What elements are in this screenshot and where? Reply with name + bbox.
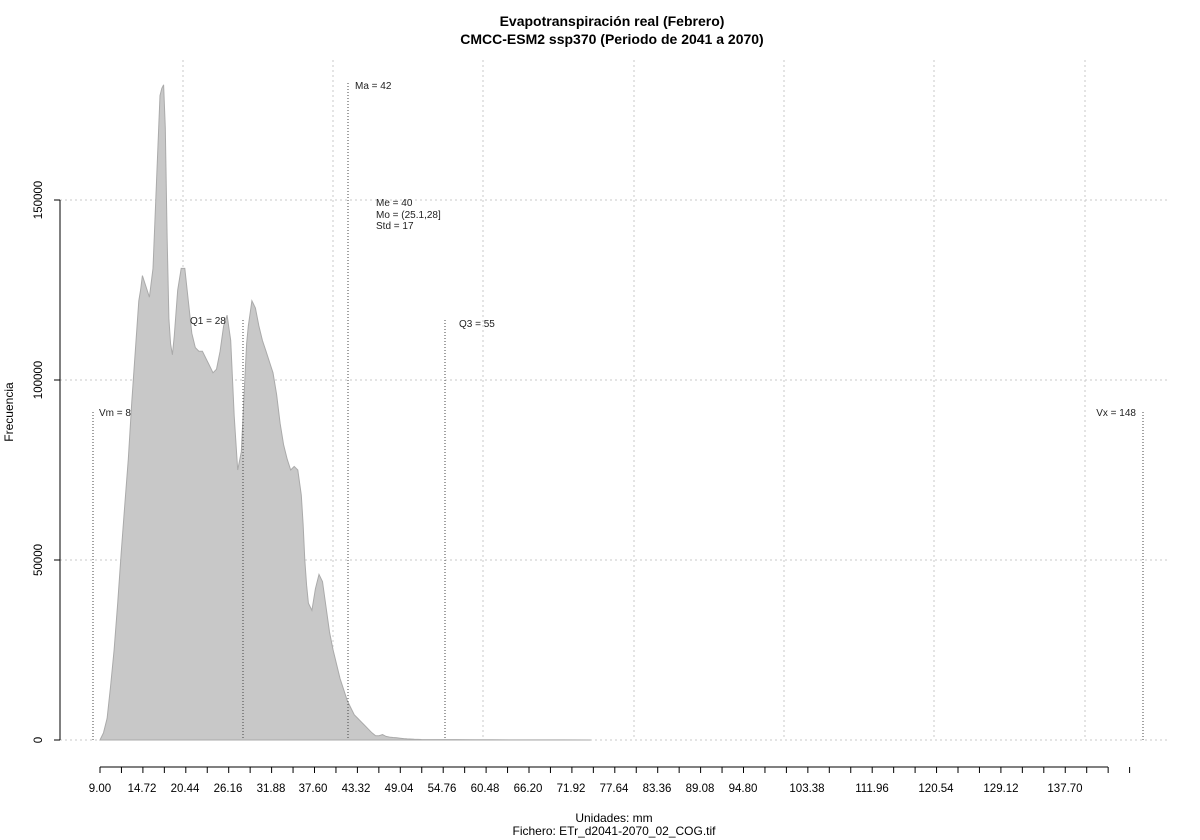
annotation-ma: Ma = 42 — [355, 81, 392, 92]
x-tick-label: 89.08 — [686, 783, 715, 795]
annotation-vm: Vm = 8 — [99, 408, 131, 419]
x-tick-label: 31.88 — [257, 783, 286, 795]
x-axis-label: Unidades: mm — [575, 811, 652, 825]
y-tick-label: 0 — [33, 737, 45, 743]
x-tick-label: 137.70 — [1047, 783, 1082, 795]
x-tick-label: 14.72 — [128, 783, 157, 795]
y-tick-label: 150000 — [33, 181, 45, 219]
y-tick-label: 100000 — [33, 361, 45, 399]
x-tick-label: 54.76 — [428, 783, 457, 795]
x-tick-label: 120.54 — [918, 783, 954, 795]
x-tick-label: 60.48 — [471, 783, 500, 795]
annotation-mo: Mo = (25.1,28] — [376, 210, 441, 221]
annotation-vx: Vx = 148 — [1096, 408, 1136, 419]
annotation-q1: Q1 = 28 — [190, 316, 226, 327]
x-tick-label: 103.38 — [789, 783, 824, 795]
chart-subtitle: CMCC-ESM2 ssp370 (Periodo de 2041 a 2070… — [460, 31, 763, 47]
y-axis: 0 50000 100000 150000 — [33, 181, 61, 743]
annotation-me: Me = 40 — [376, 198, 413, 209]
annotation-std: Std = 17 — [376, 221, 414, 232]
file-footer: Fichero: ETr_d2041-2070_02_COG.tif — [513, 824, 717, 838]
x-tick-label: 9.00 — [89, 783, 111, 795]
x-tick-label: 111.96 — [855, 783, 888, 795]
x-tick-label: 49.04 — [385, 783, 414, 795]
x-tick-label: 66.20 — [514, 783, 543, 795]
x-tick-label: 20.44 — [171, 783, 200, 795]
annotation-q3: Q3 = 55 — [459, 319, 495, 330]
y-axis-label: Frecuencia — [2, 382, 16, 442]
x-tick-label: 71.92 — [557, 783, 586, 795]
x-axis: 9.00 14.72 20.44 26.16 31.88 37.60 43.32 49.04 5… — [89, 766, 1131, 795]
y-tick-label: 50000 — [33, 544, 45, 576]
x-tick-label: 77.64 — [600, 783, 629, 795]
chart-title: Evapotranspiración real (Febrero) — [500, 13, 725, 29]
x-tick-label: 37.60 — [299, 783, 328, 795]
frequency-area — [99, 84, 591, 741]
x-tick-label: 43.32 — [342, 783, 371, 795]
x-tick-label: 26.16 — [214, 783, 243, 795]
x-tick-label: 83.36 — [643, 783, 672, 795]
x-tick-label: 129.12 — [983, 783, 1018, 795]
reference-lines — [92, 83, 1144, 740]
x-tick-label: 94.80 — [729, 783, 758, 795]
grid-lines — [60, 60, 1170, 741]
